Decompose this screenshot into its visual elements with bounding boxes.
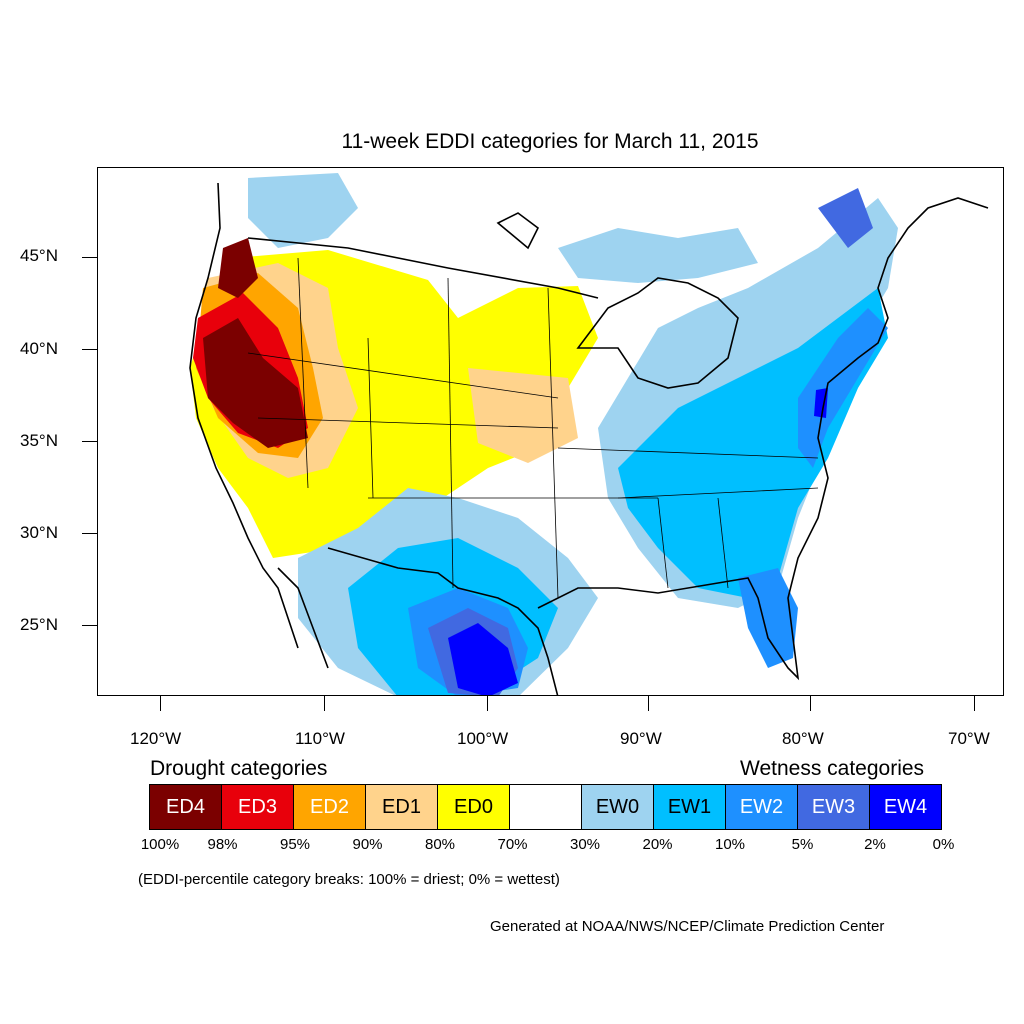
legend-box-ew4: EW4 — [869, 784, 942, 830]
lon-label-120w: 120°W — [130, 729, 182, 748]
region-ed4-northwest — [218, 238, 258, 298]
region-ew2-atlantic — [798, 308, 888, 468]
region-ew0-north — [558, 228, 758, 283]
credit-text: Generated at NOAA/NWS/NCEP/Climate Predi… — [490, 918, 885, 935]
lon-label-110w: 110°W — [295, 729, 345, 748]
lon-label-100w: 100°W — [457, 729, 509, 748]
region-ed4-west — [203, 318, 308, 448]
lat-label-45: 45°N — [20, 246, 58, 265]
lon-tick — [324, 696, 325, 711]
lon-label-70w: 70°W — [948, 729, 990, 748]
legend-break-label: 80% — [424, 836, 456, 853]
legend-break-label: 90% — [352, 836, 383, 853]
coastlines — [189, 182, 989, 695]
eddi-map — [97, 167, 1004, 696]
region-ew4-mid-atlantic — [814, 388, 828, 418]
legend-break-label: 100% — [140, 836, 180, 853]
lon-label-90w: 90°W — [620, 729, 662, 748]
category-legend: ED4 ED3 ED2 ED1 ED0 EW0 EW1 EW2 EW3 EW4 — [149, 784, 942, 830]
lon-tick — [160, 696, 161, 711]
legend-break-label: 5% — [791, 836, 814, 853]
lon-tick — [974, 696, 975, 711]
wetness-categories-heading: Wetness categories — [740, 757, 925, 780]
map-canvas — [189, 173, 989, 695]
lat-tick — [82, 533, 97, 534]
legend-box-ed4: ED4 — [149, 784, 222, 830]
lon-tick — [648, 696, 649, 711]
lat-label-25: 25°N — [20, 615, 58, 634]
legend-box-ed0: ED0 — [437, 784, 510, 830]
legend-box-ew3: EW3 — [797, 784, 870, 830]
legend-box-neutral — [509, 784, 582, 830]
region-ew3-northeast — [818, 188, 873, 248]
region-ed1-plains — [468, 368, 578, 463]
legend-box-ew0: EW0 — [581, 784, 654, 830]
region-ew2-florida — [738, 568, 798, 668]
lon-tick — [810, 696, 811, 711]
legend-box-ed1: ED1 — [365, 784, 438, 830]
legend-break-label: 20% — [642, 836, 673, 853]
lat-label-35: 35°N — [20, 431, 58, 450]
lon-label-80w: 80°W — [782, 729, 824, 748]
lat-tick — [82, 441, 97, 442]
legend-break-label: 30% — [569, 836, 601, 853]
legend-break-label: 10% — [714, 836, 746, 853]
category-breaks-note: (EDDI-percentile category breaks: 100% =… — [138, 871, 560, 888]
legend-box-ed2: ED2 — [293, 784, 366, 830]
state-borders — [247, 257, 819, 599]
lat-label-30: 30°N — [20, 523, 58, 542]
legend-box-ed3: ED3 — [221, 784, 294, 830]
lat-tick — [82, 625, 97, 626]
map-title: 11-week EDDI categories for March 11, 20… — [341, 130, 759, 153]
legend-break-label: 98% — [207, 836, 238, 853]
legend-break-label: 95% — [279, 836, 311, 853]
legend-break-label: 0% — [932, 836, 955, 853]
legend-break-label: 2% — [864, 836, 886, 853]
region-ew4-texas — [448, 623, 518, 695]
region-ew0-canada — [248, 173, 358, 248]
legend-box-ew2: EW2 — [725, 784, 798, 830]
drought-categories-heading: Drought categories — [150, 757, 328, 780]
legend-box-ew1: EW1 — [653, 784, 726, 830]
legend-break-label: 70% — [497, 836, 528, 853]
lat-tick — [82, 349, 97, 350]
lon-tick — [487, 696, 488, 711]
lat-tick — [82, 257, 97, 258]
lat-label-40: 40°N — [20, 339, 58, 358]
